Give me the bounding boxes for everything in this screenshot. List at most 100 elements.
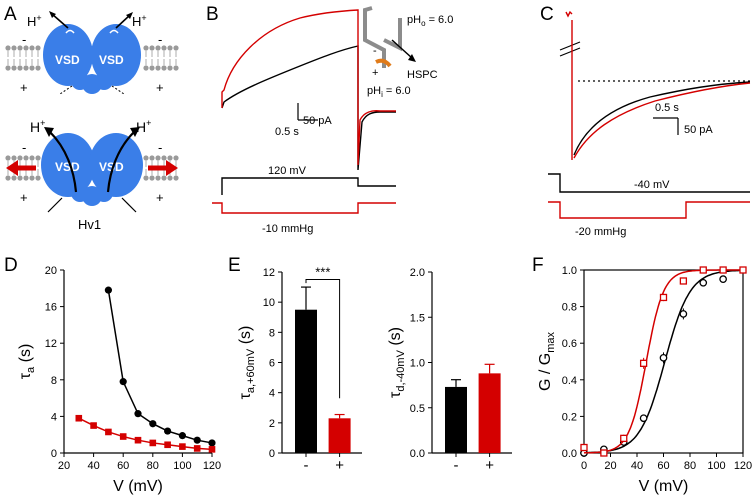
lipid-head (11, 175, 17, 181)
data-point (90, 422, 97, 429)
lipid-head (35, 155, 41, 161)
plus-sign: + (156, 190, 164, 205)
y-tick-label: 0.0 (562, 448, 577, 460)
lipid-head (173, 155, 179, 161)
panel-b-traces: 50 pA 0.5 s - + pHo = 6.0 HSPC pHi = 6.0… (212, 6, 453, 235)
hv1-channel-open: VSD VSD H+ H+ - - + + (6, 118, 178, 213)
data-point (164, 441, 171, 449)
voltage-protocol (548, 173, 750, 193)
proton-label: H+ (27, 13, 42, 29)
data-point (179, 443, 186, 450)
y-tick-label: 0.2 (562, 411, 577, 423)
x-tick-label: - (454, 457, 459, 474)
data-point (119, 378, 127, 386)
pressure-protocol (548, 201, 750, 219)
proton-label: H+ (132, 13, 147, 29)
data-point (193, 445, 201, 452)
proton-label: H+ (136, 118, 151, 135)
axis-break (559, 41, 581, 51)
lipid-head (29, 65, 35, 71)
y-tick-label: 6 (269, 358, 275, 370)
lipid-head (23, 155, 29, 161)
data-point (104, 286, 112, 294)
x-tick-label: - (304, 457, 309, 474)
y-tick-label: 4 (269, 388, 275, 400)
x-tick-label: 20 (58, 460, 70, 472)
y-tick-label: 12 (45, 338, 57, 350)
lipid-head (161, 155, 167, 161)
axis-break (559, 47, 581, 57)
lipid-head (17, 65, 23, 71)
data-point (149, 420, 157, 428)
lipid-head (167, 45, 173, 51)
data-point (719, 266, 727, 274)
data-point (193, 436, 201, 444)
lipid-head (11, 65, 17, 71)
vsd-label: VSD (99, 53, 124, 67)
data-point (679, 310, 688, 318)
lipid-head (143, 175, 149, 181)
scale-time-label: 0.5 s (275, 126, 299, 138)
panel-c-traces: 0.5 s 50 pA -40 mV -20 mmHg (548, 10, 751, 238)
x-tick-label: 40 (87, 460, 99, 472)
data-point (580, 443, 588, 452)
y-axis-label: τd,-40mV (s) (387, 327, 407, 398)
voltage-protocol (221, 177, 396, 195)
lipid-head (167, 155, 173, 161)
lipid-head (29, 45, 35, 51)
data-point (134, 410, 142, 418)
y-tick-label: 1.5 (410, 312, 425, 324)
x-axis-label: V (mV) (639, 478, 689, 495)
y-tick-label: 2 (269, 418, 275, 430)
y-tick-label: 0 (51, 448, 57, 460)
lipid-head (149, 175, 155, 181)
data-point (719, 275, 727, 283)
data-point (600, 449, 608, 457)
panel-d-chart: 20 40 60 80 100 120 0 4 8 12 16 20 V (mV) τa (s) (17, 265, 221, 495)
channel-name: Hv1 (78, 217, 101, 232)
current-trace-red (565, 10, 573, 18)
y-tick-label: 1.0 (410, 358, 425, 370)
lipid-head (29, 175, 35, 181)
panel-label-b: B (206, 4, 219, 25)
pressure-label: -10 mmHg (262, 223, 313, 235)
lipid-head (23, 65, 29, 71)
significance-bracket (305, 279, 341, 399)
data-point (739, 266, 747, 274)
data-point (659, 353, 668, 362)
bar-control (295, 309, 317, 453)
hv1-channel-closed: VSD VSD H+ H+ - - + + (20, 11, 164, 95)
proton-label: H+ (30, 118, 45, 135)
y-tick-label: 0.8 (562, 302, 577, 314)
scale-bar (653, 117, 679, 135)
lipid-head (173, 175, 179, 181)
inset-plus: + (372, 67, 378, 79)
lipid-head (17, 155, 23, 161)
lipid-head (23, 45, 29, 51)
y-tick-label: 0.6 (562, 338, 577, 350)
lipid-head (5, 155, 11, 161)
lipid-head (11, 155, 17, 161)
x-tick-label: 100 (173, 460, 191, 472)
lipid-head (161, 45, 167, 51)
lipid-head (167, 175, 173, 181)
data-point (134, 436, 142, 444)
current-trace-red (221, 9, 396, 166)
scale-time-label: 0.5 s (655, 102, 679, 114)
x-tick-label: 120 (734, 460, 752, 472)
y-tick-label: 16 (45, 302, 57, 314)
pressure-label: -20 mmHg (575, 226, 626, 238)
plus-sign: + (20, 190, 28, 205)
lipid-head (143, 45, 149, 51)
data-point (105, 428, 112, 436)
x-tick-label: 80 (684, 460, 696, 472)
x-tick-label: 100 (707, 460, 725, 472)
lipid-head (11, 45, 17, 51)
data-point (75, 414, 83, 422)
plus-sign: + (20, 80, 28, 95)
minus-sign: - (22, 32, 26, 47)
lipid-head (23, 175, 29, 181)
vsd-label: VSD (99, 160, 124, 174)
voltage-label: 120 mV (268, 165, 307, 177)
panel-label-e: E (228, 255, 241, 276)
